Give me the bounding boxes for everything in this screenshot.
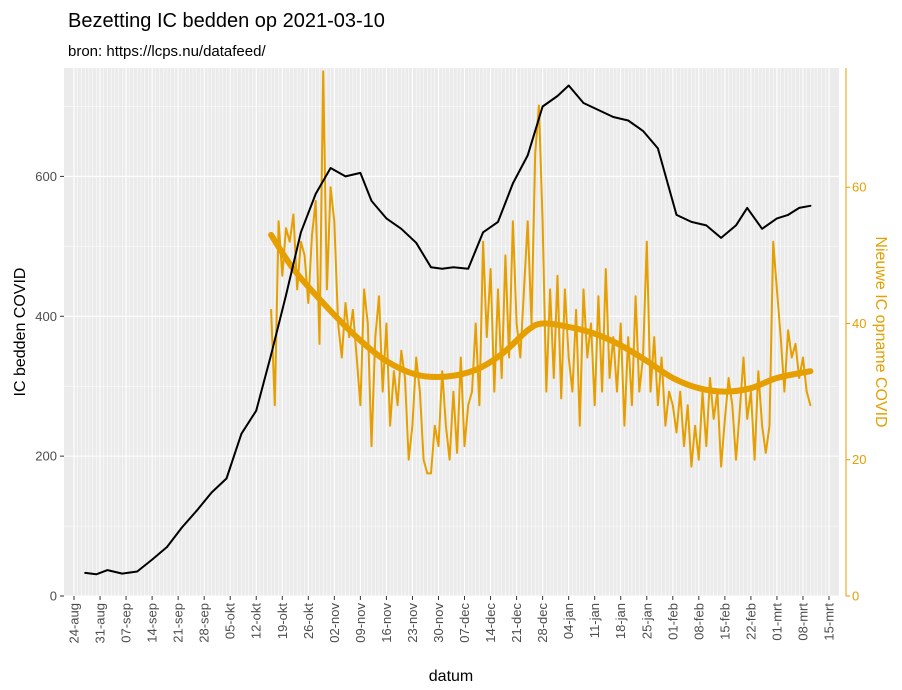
x-tick-label: 28-dec [535,603,550,643]
x-tick-label: 11-jan [587,603,602,638]
x-tick-label: 25-jan [639,603,654,639]
y-left-tick-label: 0 [50,589,57,604]
y-axis-right-title: Nieuwe IC opname COVID [872,236,889,427]
x-tick-label: 28-sep [197,603,212,643]
right-axis-ticks: 0 20 40 60 [846,180,866,604]
series-line-ic-beds [84,84,812,576]
y-right-tick-label: 40 [852,316,866,331]
x-tick-label: 08-feb [691,603,706,640]
y-left-tick-label: 600 [35,169,57,184]
x-tick-label: 22-feb [743,603,758,640]
y-left-tick-label: 200 [35,449,57,464]
x-tick-label: 04-jan [561,603,576,639]
y-right-tick-label: 60 [852,180,866,195]
y-right-tick-label: 20 [852,452,866,467]
chart-title: Bezetting IC bedden op 2021-03-10 [68,10,385,32]
x-tick-label: 16-nov [379,603,394,643]
series-line-new-admissions [270,70,812,475]
x-tick-label: 01-feb [665,603,680,640]
x-tick-label: 15-feb [717,603,732,640]
x-tick-label: 05-okt [223,603,238,640]
x-tick-label: 01-mrt [769,603,784,641]
x-tick-label: 14-dec [483,603,498,643]
x-tick-label: 21-dec [509,603,524,643]
x-tick-label: 07-sep [119,603,134,643]
y-left-tick-label: 400 [35,309,57,324]
x-tick-label: 02-nov [327,603,342,643]
x-tick-label: 12-okt [249,603,264,640]
x-tick-label: 21-sep [171,603,186,643]
x-tick-label: 23-nov [405,603,420,643]
left-axis-ticks: 0 200 400 600 [35,169,64,604]
x-tick-label: 15-mrt [822,603,837,641]
x-axis-title: datum [429,668,473,685]
x-tick-label: 07-dec [457,603,472,643]
x-axis-ticks: 24-aug 31-aug 07-sep 14-sep 21-sep 28-sep 05-o… [67,596,837,643]
plot-panel [64,68,839,596]
x-tick-label: 30-nov [431,603,446,643]
x-tick-label: 31-aug [93,603,108,643]
x-tick-label: 18-jan [613,603,628,639]
y-right-tick-label: 0 [852,589,859,604]
x-tick-label: 19-okt [275,603,290,640]
x-tick-label: 08-mrt [795,603,810,641]
series-line-admissions-smooth [268,231,814,395]
x-tick-label: 24-aug [67,603,82,643]
x-tick-label: 26-okt [301,603,316,640]
series-layer [84,70,814,576]
y-axis-left-title: IC bedden COVID [12,268,29,397]
chart-subtitle: bron: https://lcps.nu/datafeed/ [68,43,266,60]
x-tick-label: 09-nov [353,603,368,643]
x-tick-label: 14-sep [145,603,160,643]
